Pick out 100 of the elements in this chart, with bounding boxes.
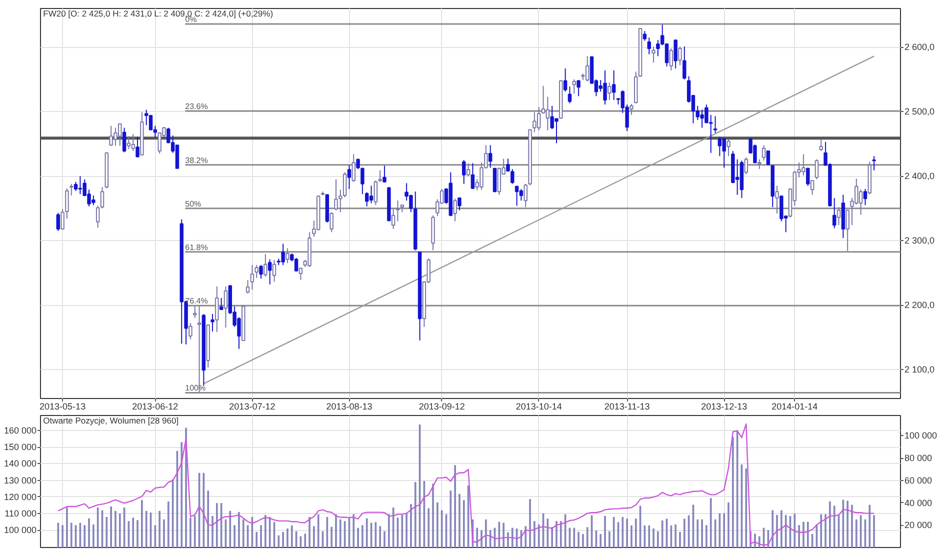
candlestick xyxy=(647,37,651,55)
y-tick-label: 150 000 xyxy=(4,442,37,452)
candlestick xyxy=(364,192,369,207)
candlestick xyxy=(608,82,612,101)
candlestick xyxy=(391,208,396,230)
y-tick-label: 160 000 xyxy=(4,425,37,436)
candlestick xyxy=(259,264,263,280)
candlestick xyxy=(281,243,285,266)
candlestick xyxy=(568,86,572,104)
candlestick xyxy=(458,196,462,211)
candlestick xyxy=(272,259,276,282)
annotation: 61.8% xyxy=(185,242,208,252)
y2-tick-label: 80 000 xyxy=(904,453,932,464)
candlestick xyxy=(298,267,303,280)
candlestick xyxy=(814,158,819,180)
candlestick xyxy=(863,188,868,206)
candlestick xyxy=(466,162,470,177)
x-tick-label: 2013-08-13 xyxy=(326,402,372,412)
candlestick xyxy=(224,286,228,328)
candlestick xyxy=(810,179,814,196)
candlestick xyxy=(488,144,492,168)
y-tick-label: 140 000 xyxy=(4,458,37,469)
candlestick xyxy=(758,158,762,170)
candlestick xyxy=(780,194,784,222)
x-tick-label: 2013-05-13 xyxy=(40,402,86,412)
y-tick-label: 2 600,0 xyxy=(904,42,935,52)
x-tick-label: 2013-07-12 xyxy=(229,402,276,412)
candlestick xyxy=(718,136,722,157)
candlestick xyxy=(630,103,634,116)
candlestick xyxy=(334,178,338,211)
candlestick xyxy=(70,183,74,196)
candlestick xyxy=(131,134,135,152)
candlestick xyxy=(652,46,656,64)
x-tick-label: 2014-01-14 xyxy=(772,402,818,412)
candlestick xyxy=(369,185,374,204)
candlestick xyxy=(832,198,836,229)
y-tick-label: 2 200,0 xyxy=(904,300,935,310)
candlestick xyxy=(144,109,148,126)
candlestick xyxy=(722,138,726,168)
x-tick-label: 2013-12-13 xyxy=(701,402,748,412)
x-tick-label: 2013-09-12 xyxy=(418,402,465,412)
candlestick xyxy=(374,180,378,206)
candlestick xyxy=(806,167,810,186)
candlestick xyxy=(678,46,682,66)
candlestick xyxy=(264,254,268,278)
candlestick xyxy=(268,258,272,285)
candlestick xyxy=(286,248,290,264)
candlestick xyxy=(453,198,457,222)
annotation: 76.4% xyxy=(185,296,208,306)
candlestick xyxy=(246,279,250,294)
candlestick xyxy=(872,156,876,171)
x-tick-label: 2013-06-12 xyxy=(132,402,178,412)
candlestick xyxy=(858,189,863,216)
candlestick xyxy=(524,183,528,208)
y-tick-label: 2 300,0 xyxy=(904,236,935,246)
y-tick-label: 2 100,0 xyxy=(904,364,935,374)
candlestick xyxy=(396,200,400,222)
candlestick xyxy=(382,165,386,184)
chart-title: Otwarte Pozycje, Wolumen [28 960] xyxy=(43,416,179,426)
y-tick-label: 110 000 xyxy=(4,508,37,518)
y-tick-label: 130 000 xyxy=(4,475,37,486)
candlestick xyxy=(536,106,541,131)
annotation: 23.6% xyxy=(185,102,208,111)
candlestick xyxy=(836,206,841,226)
candlestick xyxy=(846,209,850,252)
y-tick-label: 120 000 xyxy=(4,492,37,502)
candlestick xyxy=(642,30,647,42)
candlestick xyxy=(347,164,352,190)
candlestick xyxy=(356,158,360,170)
candlestick xyxy=(294,257,298,272)
candlestick xyxy=(122,127,126,153)
candlestick xyxy=(219,297,224,310)
candlestick xyxy=(352,154,356,182)
candlestick xyxy=(572,78,576,94)
candlestick xyxy=(470,162,475,190)
candlestick xyxy=(250,264,254,290)
candlestick xyxy=(462,159,466,184)
candlestick xyxy=(74,181,78,192)
y2-tick-label: 40 000 xyxy=(904,498,932,508)
candlestick xyxy=(175,144,180,169)
candlestick xyxy=(254,264,258,278)
candlestick xyxy=(188,322,192,340)
candlestick xyxy=(514,185,519,206)
y2-tick-label: 20 000 xyxy=(904,520,932,530)
candlestick xyxy=(360,167,364,195)
candlestick xyxy=(497,167,502,196)
candlestick xyxy=(576,80,580,97)
y2-tick-label: 60 000 xyxy=(904,475,932,486)
candlestick xyxy=(78,176,82,195)
candlestick xyxy=(775,185,779,214)
annotation: 38.2% xyxy=(185,156,208,165)
candlestick xyxy=(674,38,678,69)
candlestick xyxy=(148,114,153,131)
annotation: 50% xyxy=(185,199,202,208)
candlestick xyxy=(762,144,766,162)
y-tick-label: 2 400,0 xyxy=(904,171,935,182)
candlestick xyxy=(330,212,334,233)
candlestick xyxy=(563,68,568,92)
candlestick xyxy=(192,306,197,318)
candlestick xyxy=(342,172,347,198)
